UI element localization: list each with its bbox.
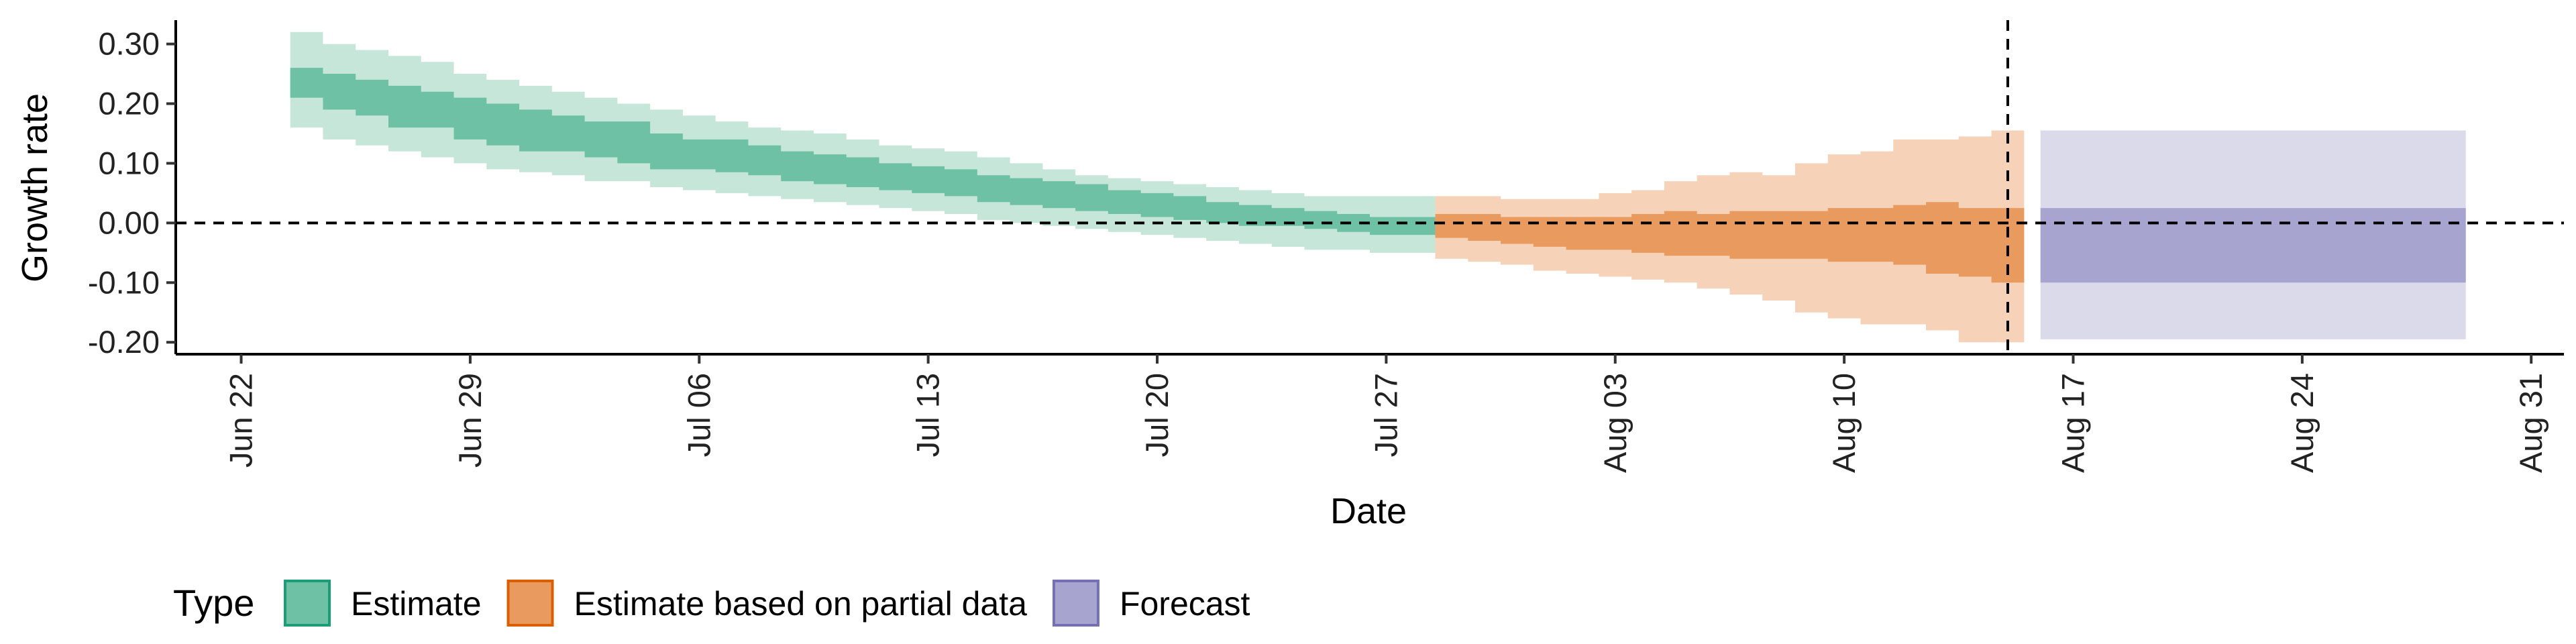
y-tick-label: -0.10 (88, 264, 160, 300)
x-tick-label: Aug 17 (2055, 373, 2090, 473)
legend-entry-label: Estimate (351, 585, 482, 623)
y-tick-label: 0.20 (99, 86, 160, 121)
x-tick-label: Jul 20 (1139, 373, 1175, 457)
x-tick-label: Aug 31 (2513, 373, 2548, 473)
x-tick-label: Aug 03 (1597, 373, 1633, 473)
axes: 0.30 0.20 0.10 0.00 -0.10 -0.20 Jun 22 Jun 29 Ju… (88, 20, 2564, 473)
y-axis-title: Growth rate (15, 93, 55, 282)
y-tick-label: 0.10 (99, 145, 160, 180)
x-tick-label: Aug 24 (2284, 373, 2320, 473)
legend-swatch (1052, 580, 1099, 627)
legend-entry-label: Estimate based on partial data (574, 585, 1028, 623)
x-tick-label: Jul 13 (910, 373, 946, 457)
x-tick-label: Aug 10 (1826, 373, 1862, 473)
forecast-inner-band (2040, 208, 2466, 283)
legend-title: Type (173, 582, 254, 624)
x-tick-label: Jun 22 (223, 373, 259, 468)
x-tick-label: Jul 06 (681, 373, 716, 457)
legend-entry-label: Forecast (1120, 585, 1250, 623)
y-tick-label: -0.20 (88, 324, 160, 360)
y-tick-label: 0.30 (99, 26, 160, 62)
estimate-inner-band (290, 68, 1436, 235)
x-tick-label: Jun 29 (452, 373, 488, 468)
x-tick-label: Jul 27 (1368, 373, 1403, 457)
x-axis-title: Date (1330, 491, 1407, 531)
legend-swatch (506, 580, 554, 627)
legend: Type Estimate Estimate based on partial da… (173, 580, 1250, 627)
band-layer (290, 32, 2466, 343)
reference-lines (176, 20, 2564, 354)
legend-swatch (284, 580, 331, 627)
y-tick-label: 0.00 (99, 205, 160, 240)
